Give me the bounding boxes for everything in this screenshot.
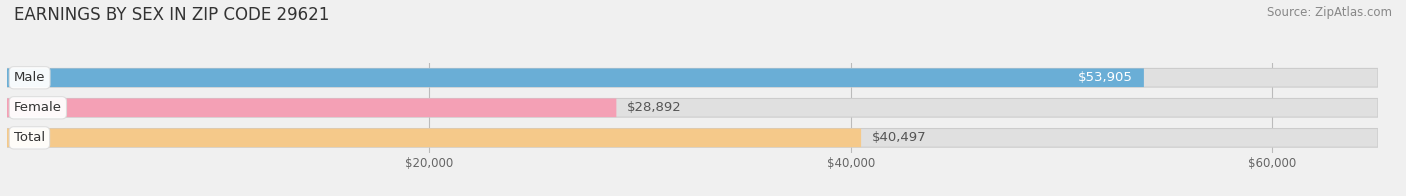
FancyBboxPatch shape bbox=[7, 129, 1378, 147]
Text: Male: Male bbox=[14, 71, 45, 84]
FancyBboxPatch shape bbox=[7, 98, 1378, 117]
Text: EARNINGS BY SEX IN ZIP CODE 29621: EARNINGS BY SEX IN ZIP CODE 29621 bbox=[14, 6, 329, 24]
Text: $40,497: $40,497 bbox=[872, 131, 927, 144]
FancyBboxPatch shape bbox=[7, 68, 1378, 87]
FancyBboxPatch shape bbox=[7, 68, 1144, 87]
Text: $53,905: $53,905 bbox=[1078, 71, 1133, 84]
Text: Source: ZipAtlas.com: Source: ZipAtlas.com bbox=[1267, 6, 1392, 19]
Text: $28,892: $28,892 bbox=[627, 101, 682, 114]
FancyBboxPatch shape bbox=[7, 129, 860, 147]
Text: Total: Total bbox=[14, 131, 45, 144]
FancyBboxPatch shape bbox=[7, 98, 616, 117]
Text: Female: Female bbox=[14, 101, 62, 114]
